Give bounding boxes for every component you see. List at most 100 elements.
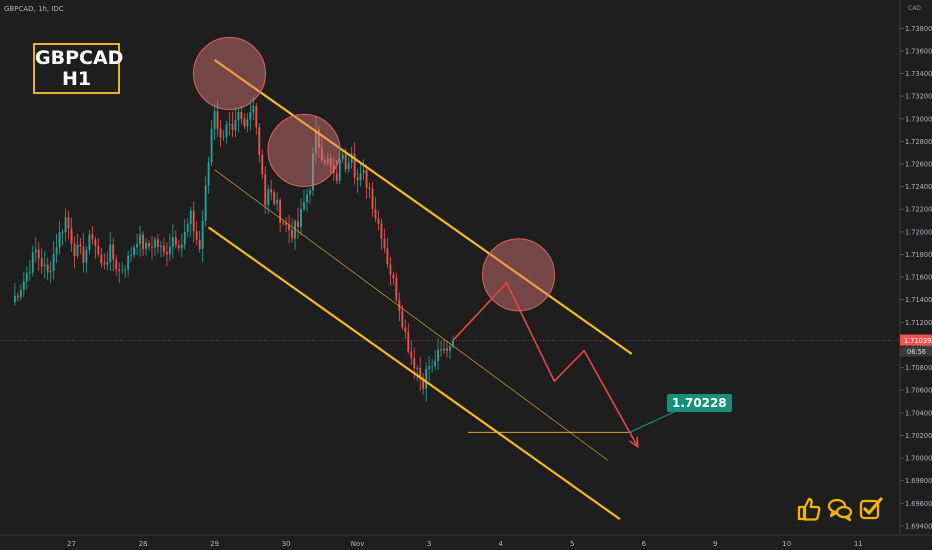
time-tick-label: 27 [67, 540, 76, 548]
candle-body [112, 244, 115, 260]
candle-body [82, 246, 85, 263]
candle-body [410, 351, 413, 358]
time-tick-label: Nov [351, 540, 365, 548]
candle-body [136, 244, 139, 248]
candle-body [338, 159, 341, 181]
candle-body [216, 111, 219, 129]
candle-body [46, 264, 49, 273]
channel-upper-line [213, 59, 633, 355]
thumbs-up-icon[interactable] [796, 496, 822, 522]
candle-body [192, 211, 195, 232]
candle-body [314, 129, 317, 154]
candle-body [67, 217, 70, 229]
candle-body [449, 346, 451, 351]
checkbox-icon[interactable] [858, 496, 884, 522]
candle-body [320, 147, 323, 161]
candle-body [160, 245, 162, 247]
candle-body [61, 232, 64, 233]
candle-body [264, 174, 267, 206]
candle-body [440, 349, 442, 351]
candle-body [365, 169, 368, 188]
time-tick-label: 30 [282, 540, 291, 548]
candle-body [326, 158, 329, 163]
candle-body [306, 194, 308, 203]
channel-middle-line [214, 169, 609, 461]
candle-body [282, 222, 285, 224]
time-axis[interactable]: 27 28 29 30 Nov 3 4 5 6 9 10 11 [0, 534, 932, 548]
candle-body [240, 112, 243, 119]
projection-arrow-head [629, 436, 639, 449]
candle-body [353, 153, 356, 178]
price-tick-label: 1.72000 [905, 228, 932, 236]
candle-body [371, 188, 374, 209]
candle-body [49, 271, 52, 273]
candle-body [270, 189, 273, 193]
candle-body [219, 128, 222, 138]
candle-body [434, 361, 437, 367]
price-tick-label: 1.73800 [905, 25, 932, 33]
candle-body [267, 189, 270, 206]
candle-body [97, 245, 100, 255]
candle-body [303, 202, 305, 210]
time-tick-label: 6 [641, 540, 646, 548]
candle-body [165, 252, 168, 255]
candle-body [425, 369, 428, 389]
candle-body [55, 247, 58, 254]
candle-body [222, 137, 225, 138]
highlight-circle [267, 113, 341, 187]
candle-body [70, 228, 73, 244]
candle-body [13, 295, 16, 303]
price-tick-label: 1.70200 [905, 432, 932, 440]
candle-body [139, 234, 141, 245]
price-tick-label: 1.72400 [905, 183, 932, 191]
candle-body [323, 160, 326, 163]
candle-body [58, 232, 61, 248]
candle-body [237, 112, 240, 120]
candle-body [419, 367, 422, 379]
candle-body [383, 238, 386, 249]
candle-body [19, 289, 22, 298]
candles-layer [13, 96, 454, 402]
candle-body [329, 158, 332, 166]
price-tick-label: 1.73200 [905, 93, 932, 101]
candle-body [416, 367, 419, 369]
candle-body [186, 224, 189, 233]
candle-body [189, 211, 192, 225]
candle-body [133, 247, 136, 255]
candle-body [103, 263, 106, 265]
candle-body [234, 119, 237, 131]
candle-body [28, 272, 31, 274]
price-tick-label: 1.69800 [905, 477, 932, 485]
price-tick-label: 1.70400 [905, 409, 932, 417]
candle-body [79, 244, 82, 247]
candle-body [300, 209, 302, 227]
candle-body [413, 357, 416, 369]
candle-body [279, 200, 282, 223]
candle-body [225, 124, 228, 138]
candle-body [311, 153, 314, 191]
price-tick-label: 1.72800 [905, 138, 932, 146]
candle-body [294, 221, 296, 239]
highlight-circle [482, 238, 556, 312]
candle-body [213, 111, 216, 129]
candle-body [252, 105, 255, 113]
candle-body [121, 270, 124, 272]
candle-body [362, 169, 365, 173]
candle-body [332, 165, 335, 173]
candle-body [88, 234, 91, 251]
candle-body [401, 310, 404, 328]
candle-body [404, 327, 407, 332]
candle-body [347, 162, 350, 170]
candle-body [437, 349, 440, 362]
price-tick-label: 1.69400 [905, 522, 932, 530]
candle-body [37, 249, 40, 259]
candle-body [273, 192, 276, 204]
price-axis[interactable]: 1.73800 1.73600 1.73400 1.73200 1.73000 1.728… [899, 0, 932, 550]
price-tick-label: 1.72600 [905, 161, 932, 169]
chat-bubbles-icon[interactable] [827, 496, 853, 522]
countdown-tag [900, 346, 932, 357]
candle-body [344, 154, 347, 170]
price-tick-label: 1.70600 [905, 387, 932, 395]
